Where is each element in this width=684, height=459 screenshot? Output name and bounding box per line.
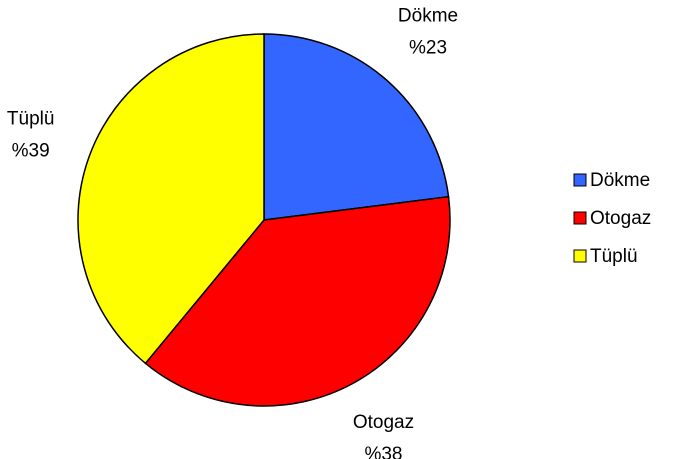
legend-label: Dökme xyxy=(590,170,650,191)
pie-slice xyxy=(144,195,451,407)
legend-swatch xyxy=(573,211,587,225)
pie-slice xyxy=(77,33,265,365)
legend-swatch xyxy=(573,173,587,187)
slice-category-label: Dökme xyxy=(398,5,458,26)
slice-category-label: Tüplü xyxy=(7,108,55,129)
legend-label: Otogaz xyxy=(590,208,651,229)
slice-value-label: %23 xyxy=(409,37,447,58)
pie-slice xyxy=(263,33,450,221)
legend-label: Tüplü xyxy=(590,246,638,267)
legend-swatch xyxy=(573,249,587,263)
slice-value-label: %38 xyxy=(364,444,402,459)
slice-category-label: Otogaz xyxy=(353,412,414,433)
slice-value-label: %39 xyxy=(12,140,50,161)
